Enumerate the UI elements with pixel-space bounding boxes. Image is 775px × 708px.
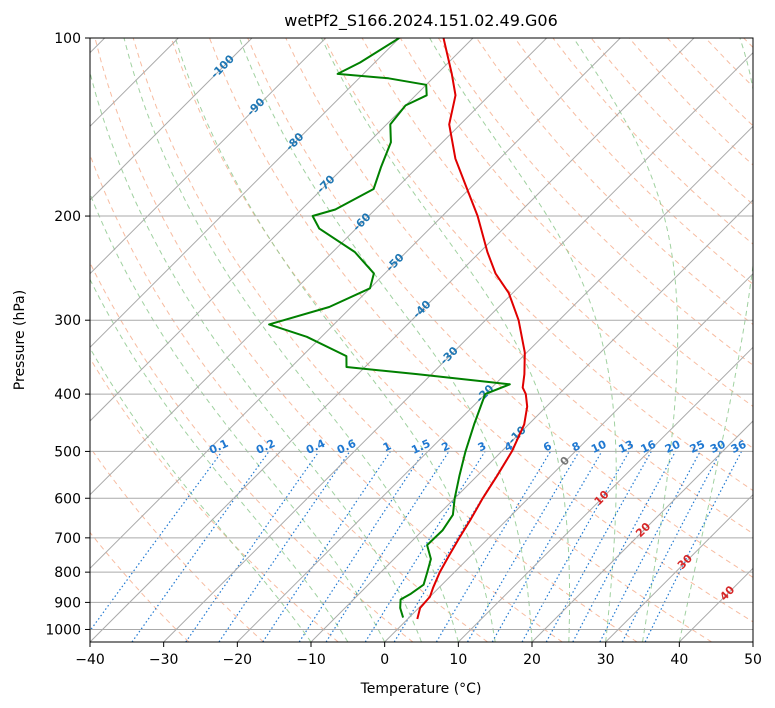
y-axis-label: Pressure (hPa): [12, 290, 28, 390]
moist-adiabat: [238, 38, 533, 642]
isotherm-line: [531, 420, 753, 642]
y-tick-label: 800: [54, 565, 81, 581]
isotherm-line: [457, 346, 753, 642]
x-tick-label: 50: [744, 652, 762, 668]
moist-adiabat: [90, 278, 349, 642]
isotherm-line: [90, 38, 400, 349]
x-axis-label: Temperature (°C): [360, 681, 482, 697]
moist-adiabat: [429, 38, 617, 642]
dry-adiabat: [94, 38, 563, 642]
x-tick-label: −40: [75, 652, 105, 668]
x-tick-label: 0: [380, 652, 389, 668]
dry-adiabat: [247, 38, 753, 578]
dry-adiabat: [132, 38, 638, 642]
x-tick-label: 40: [670, 652, 688, 668]
x-tick-label: −20: [223, 652, 253, 668]
mixing-ratio-line: [298, 451, 425, 642]
y-tick-label: 400: [54, 387, 81, 403]
mixing-ratio-line: [218, 451, 351, 642]
isotherm-line: [310, 199, 753, 642]
moist-adiabat: [123, 38, 459, 642]
isotherms: [90, 38, 753, 642]
isotherm-line: [90, 38, 621, 570]
mixing-ratio-line: [545, 451, 652, 642]
dry-adiabat: [90, 153, 488, 642]
mixing-ratio-line: [572, 451, 677, 642]
x-tick-label: 30: [597, 652, 615, 668]
mixing-ratio-label: 13: [617, 438, 636, 456]
isotherm-line: [90, 38, 327, 275]
moist-adiabat: [90, 70, 422, 642]
dry-adiabat: [90, 531, 190, 642]
dry-adiabat: [90, 357, 339, 642]
profile-series: [268, 38, 529, 620]
y-tick-label: 300: [54, 313, 81, 329]
isotherm-line: [236, 125, 753, 642]
x-tick-label: −10: [296, 652, 326, 668]
mixing-ratio-line: [262, 451, 391, 642]
mixing-ratio-label: 25: [688, 438, 707, 456]
dry-adiabat: [399, 38, 753, 408]
y-tick-label: 900: [54, 595, 81, 611]
isotherm-line: [605, 493, 753, 642]
mixing-ratio-label: 20: [663, 438, 683, 456]
y-axis-ticks: 1000 900 800 700 600 500 400 300 200 100: [45, 31, 90, 638]
y-tick-label: 100: [54, 31, 81, 47]
moist-adiabat: [174, 38, 496, 642]
x-axis-ticks: −40 −30 −20 −10 0 10 20 30 40 50: [75, 642, 762, 668]
mixing-ratio-line: [621, 451, 722, 642]
x-tick-label: 20: [523, 652, 541, 668]
x-tick-label: 10: [449, 652, 467, 668]
moist-adiabat: [90, 347, 312, 642]
x-tick-label: −30: [149, 652, 179, 668]
mixing-ratio-line: [644, 451, 743, 642]
mixing-ratio-line: [90, 451, 223, 632]
pressure-gridlines: [90, 38, 753, 630]
temperature-profile-line: [416, 38, 529, 620]
moist-adiabats: [90, 38, 753, 642]
isotherm-line: [384, 272, 753, 642]
mixing-ratio-label: 30: [708, 438, 728, 456]
dry-adiabat: [514, 38, 753, 285]
mixing-ratio-line: [325, 451, 450, 642]
isotherm-line: [163, 51, 753, 642]
moist-adiabat: [90, 192, 386, 642]
dry-adiabat: [170, 38, 712, 642]
mixing-ratio-label: 10: [589, 438, 609, 456]
mixing-ratio-line: [185, 451, 320, 642]
mixing-ratio-label: 36: [729, 438, 749, 456]
dewpoint-profile-line: [268, 38, 511, 618]
y-tick-label: 700: [54, 531, 81, 547]
plot-frame: [89, 37, 754, 643]
isotherm-line: [90, 38, 474, 422]
isotherm-line: [90, 38, 695, 642]
moist-adiabat: [573, 38, 679, 642]
dry-adiabat: [90, 446, 264, 642]
isotherm-line: [90, 38, 548, 496]
mixing-ratio-line: [521, 451, 630, 642]
y-tick-label: 500: [54, 444, 81, 460]
y-tick-label: 200: [54, 209, 81, 225]
isotherm-line: [90, 38, 253, 201]
y-tick-label: 600: [54, 491, 81, 507]
y-tick-label: 1000: [45, 622, 81, 638]
mixing-ratio-label: 16: [639, 438, 659, 456]
dry-adiabat: [209, 38, 753, 623]
moist-adiabat: [321, 38, 571, 642]
chart-title: wetPf2_S166.2024.151.02.49.G06: [284, 11, 558, 31]
